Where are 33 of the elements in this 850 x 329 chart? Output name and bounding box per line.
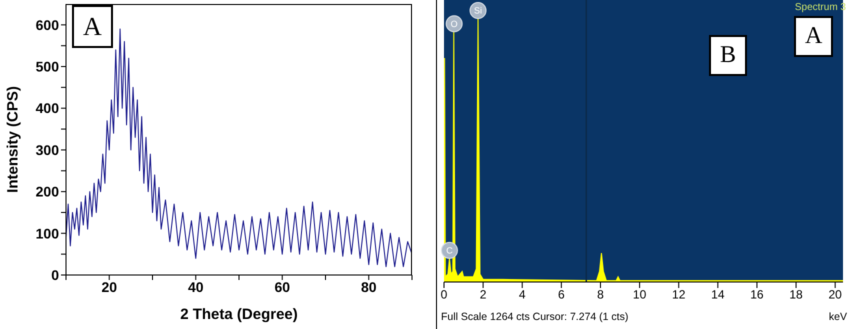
x-tick-label: 4 <box>518 288 526 302</box>
y-tick-label: 200 <box>36 184 60 200</box>
x-tick-label: 18 <box>789 288 804 302</box>
x-tick-label: 40 <box>188 278 204 295</box>
y-tick-label: 500 <box>36 58 60 75</box>
x-tick-label: 2 <box>480 288 487 302</box>
x-tick-label: 60 <box>274 278 290 295</box>
y-tick-label: 400 <box>36 100 60 116</box>
annotation: O <box>450 18 458 29</box>
x-tick-label: 12 <box>672 288 686 302</box>
annotation: A <box>794 16 834 57</box>
annotation: C <box>446 246 454 256</box>
x-tick-label: 20 <box>101 278 118 295</box>
x-tick-label: 6 <box>558 288 566 302</box>
text: Full Scale 1264 cts Cursor: 7.274 (1 cts) <box>441 311 628 323</box>
text: Spectrum 3 <box>794 2 846 13</box>
y-tick-label: 0 <box>51 266 60 283</box>
x-tick-label: 0 <box>440 288 448 302</box>
x-tick-label: 14 <box>711 288 725 302</box>
x-tick-label: 8 <box>597 288 604 302</box>
x-tick-label: 10 <box>632 288 647 302</box>
annotation: B <box>709 35 748 76</box>
x-tick-label: 20 <box>828 288 842 302</box>
annotation: Si <box>474 6 482 16</box>
y-tick-label: 300 <box>36 142 60 158</box>
y-tick-label: 600 <box>36 16 60 33</box>
x-axis-title: 2 Theta (Degree) <box>180 306 298 323</box>
x-axis-title: keV <box>828 311 847 323</box>
annotation: A <box>72 5 113 48</box>
x-tick-label: 16 <box>750 288 764 302</box>
y-tick-label: 100 <box>36 225 60 242</box>
x-tick-label: 80 <box>360 278 377 295</box>
y-axis-title: Intensity (CPS) <box>4 86 22 193</box>
